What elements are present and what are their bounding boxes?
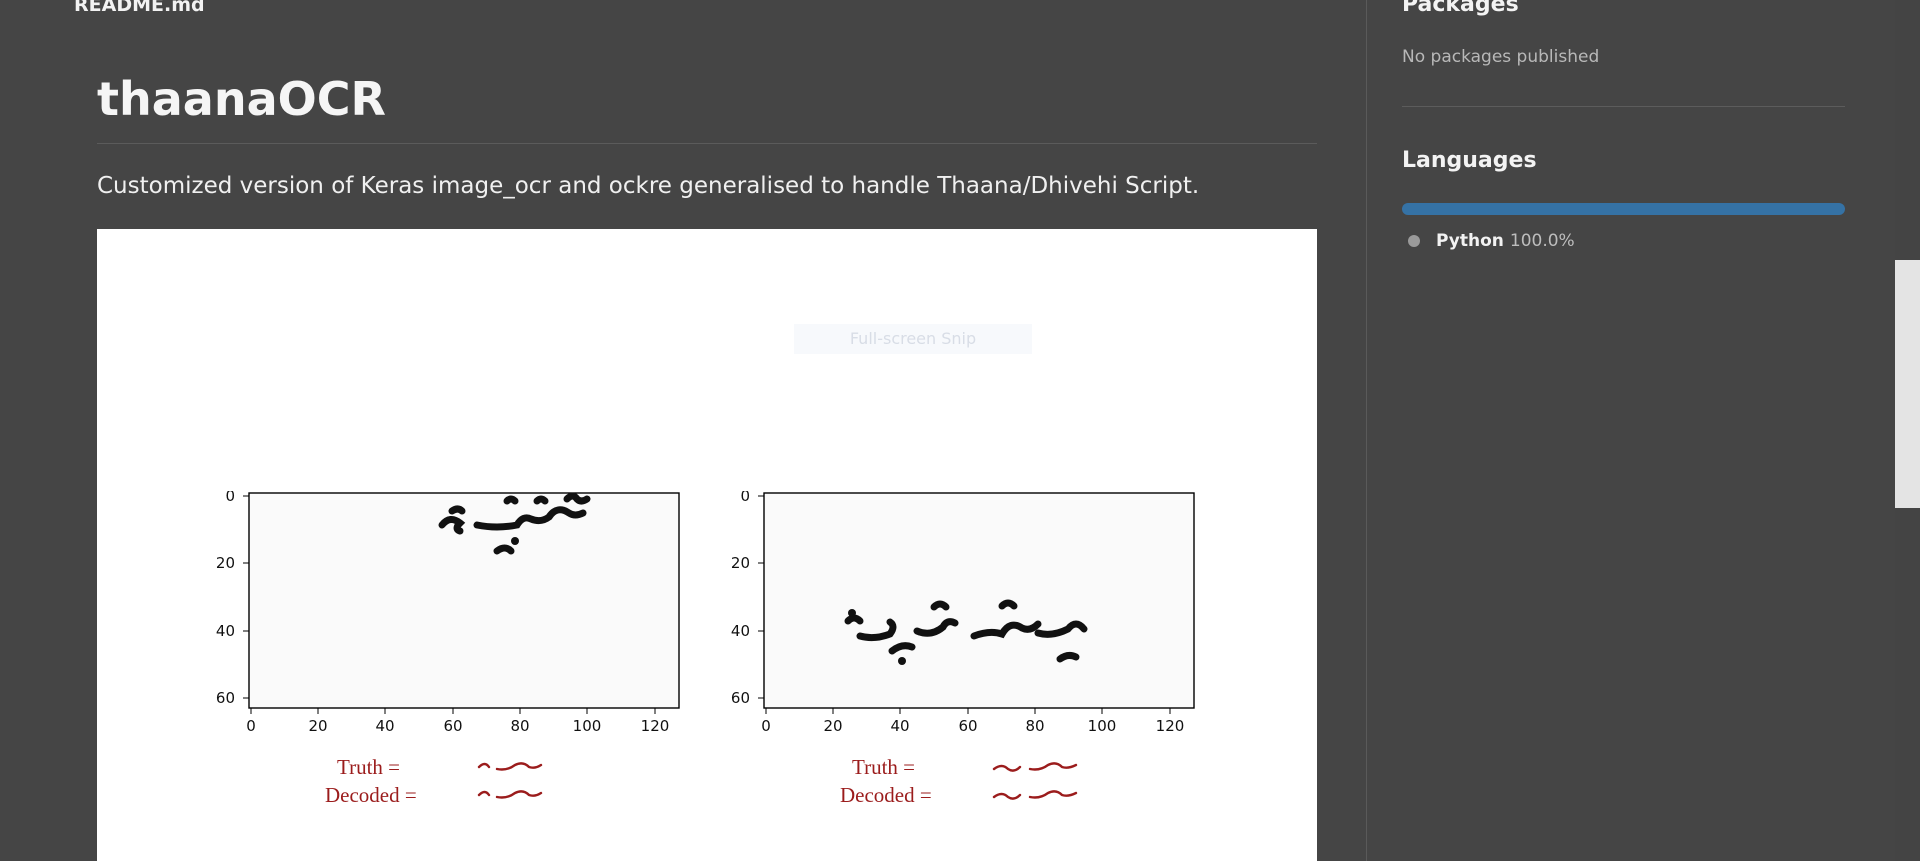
y-tick-label: 20 bbox=[731, 554, 750, 572]
language-color-dot bbox=[1408, 235, 1420, 247]
readme-file-header[interactable]: README.md bbox=[74, 0, 205, 16]
language-item-python[interactable]: Python 100.0% bbox=[1402, 231, 1575, 251]
x-tick-marks bbox=[250, 708, 656, 714]
readme-panel: README.md thaanaOCR Customized version o… bbox=[48, 0, 1366, 861]
x-tick-label: 0 bbox=[761, 717, 771, 735]
y-tick-label: 60 bbox=[731, 689, 750, 707]
plot-axes bbox=[763, 492, 1195, 709]
readme-title: thaanaOCR bbox=[97, 72, 386, 126]
y-tick-label: 20 bbox=[216, 554, 235, 572]
thaana-script-sample bbox=[844, 599, 1088, 665]
language-bar bbox=[1402, 203, 1845, 215]
ocr-plot-1: 0 20 40 60 0 20 40 60 80 100 bbox=[197, 491, 697, 841]
y-tick-marks bbox=[243, 495, 249, 699]
languages-heading: Languages bbox=[1402, 148, 1537, 173]
scrollbar-thumb[interactable] bbox=[1895, 260, 1920, 508]
y-tick-label: 40 bbox=[216, 622, 235, 640]
packages-heading[interactable]: Packages bbox=[1402, 0, 1519, 17]
sidebar-divider bbox=[1366, 0, 1367, 861]
y-tick-label: 0 bbox=[740, 491, 750, 505]
y-tick-label: 0 bbox=[225, 491, 235, 505]
truth-thaana-text bbox=[477, 762, 543, 771]
sidebar-divider-line bbox=[1402, 106, 1845, 107]
x-tick-label: 100 bbox=[1088, 717, 1117, 735]
y-tick-label: 60 bbox=[216, 689, 235, 707]
readme-description: Customized version of Keras image_ocr an… bbox=[97, 173, 1200, 199]
x-tick-marks bbox=[765, 708, 1171, 714]
decoded-label: Decoded = bbox=[840, 783, 932, 807]
decoded-thaana-text bbox=[477, 790, 543, 799]
x-tick-label: 60 bbox=[958, 717, 977, 735]
left-gutter bbox=[0, 0, 49, 861]
plot-axes bbox=[248, 492, 680, 709]
truth-thaana-text bbox=[992, 762, 1078, 772]
packages-empty-text: No packages published bbox=[1402, 47, 1600, 67]
snip-tooltip: Full-screen Snip bbox=[794, 324, 1032, 354]
title-divider bbox=[97, 143, 1317, 144]
y-tick-marks bbox=[758, 495, 764, 699]
repo-sidebar: Packages No packages published Languages… bbox=[1367, 0, 1895, 861]
y-tick-label: 40 bbox=[731, 622, 750, 640]
x-tick-label: 40 bbox=[890, 717, 909, 735]
x-tick-label: 80 bbox=[510, 717, 529, 735]
x-tick-label: 40 bbox=[375, 717, 394, 735]
truth-label: Truth = bbox=[337, 755, 400, 779]
truth-label: Truth = bbox=[852, 755, 915, 779]
x-tick-label: 20 bbox=[823, 717, 842, 735]
x-tick-label: 120 bbox=[641, 717, 670, 735]
ocr-result-image: Full-screen Snip 0 20 40 60 bbox=[97, 229, 1317, 861]
ocr-plot-2-svg: 0 20 40 60 0 20 40 60 80 100 bbox=[731, 491, 1195, 807]
thaana-script-sample bbox=[438, 492, 591, 555]
ocr-plot-2: 0 20 40 60 0 20 40 60 80 100 bbox=[712, 491, 1212, 841]
x-tick-label: 120 bbox=[1156, 717, 1185, 735]
x-tick-label: 80 bbox=[1025, 717, 1044, 735]
x-tick-label: 100 bbox=[573, 717, 602, 735]
decoded-label: Decoded = bbox=[325, 783, 417, 807]
x-tick-label: 0 bbox=[246, 717, 256, 735]
language-percent: 100.0% bbox=[1509, 231, 1575, 251]
ocr-plot-1-svg: 0 20 40 60 0 20 40 60 80 100 bbox=[216, 491, 680, 807]
x-tick-label: 20 bbox=[308, 717, 327, 735]
x-tick-label: 60 bbox=[443, 717, 462, 735]
decoded-thaana-text bbox=[992, 790, 1078, 800]
language-name: Python bbox=[1436, 231, 1504, 251]
